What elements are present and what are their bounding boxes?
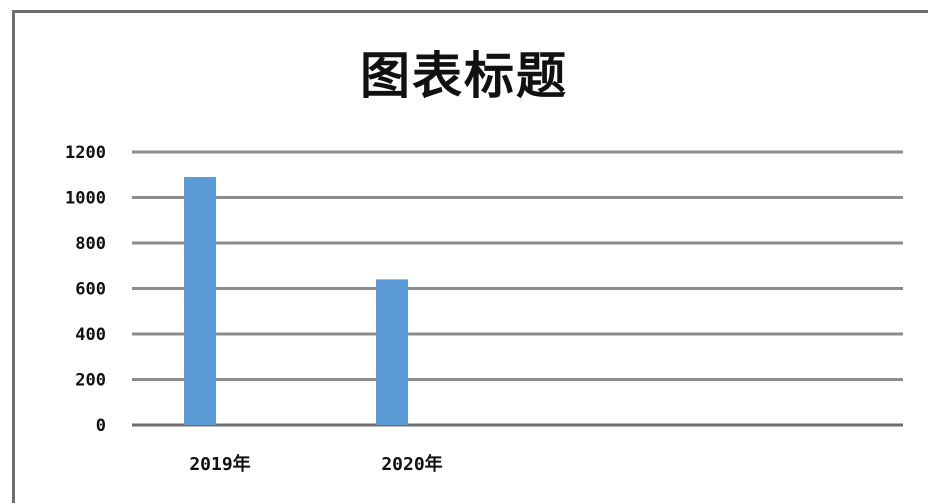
y-tick-label: 1000 <box>65 189 106 209</box>
x-category-label: 2020年 <box>381 453 442 475</box>
frame-border-top <box>12 10 928 13</box>
y-tick-label: 1200 <box>65 143 106 163</box>
y-tick-label: 400 <box>75 325 106 345</box>
x-category-label: 2019年 <box>189 453 250 475</box>
chart-title: 图表标题 <box>360 47 568 105</box>
y-tick-label: 600 <box>75 280 106 300</box>
bar-2020年 <box>376 279 408 425</box>
y-tick-label: 0 <box>96 416 106 436</box>
y-tick-label: 800 <box>75 234 106 254</box>
bar-2019年 <box>184 177 216 425</box>
y-tick-label: 200 <box>75 371 106 391</box>
frame-border-left <box>12 10 15 503</box>
